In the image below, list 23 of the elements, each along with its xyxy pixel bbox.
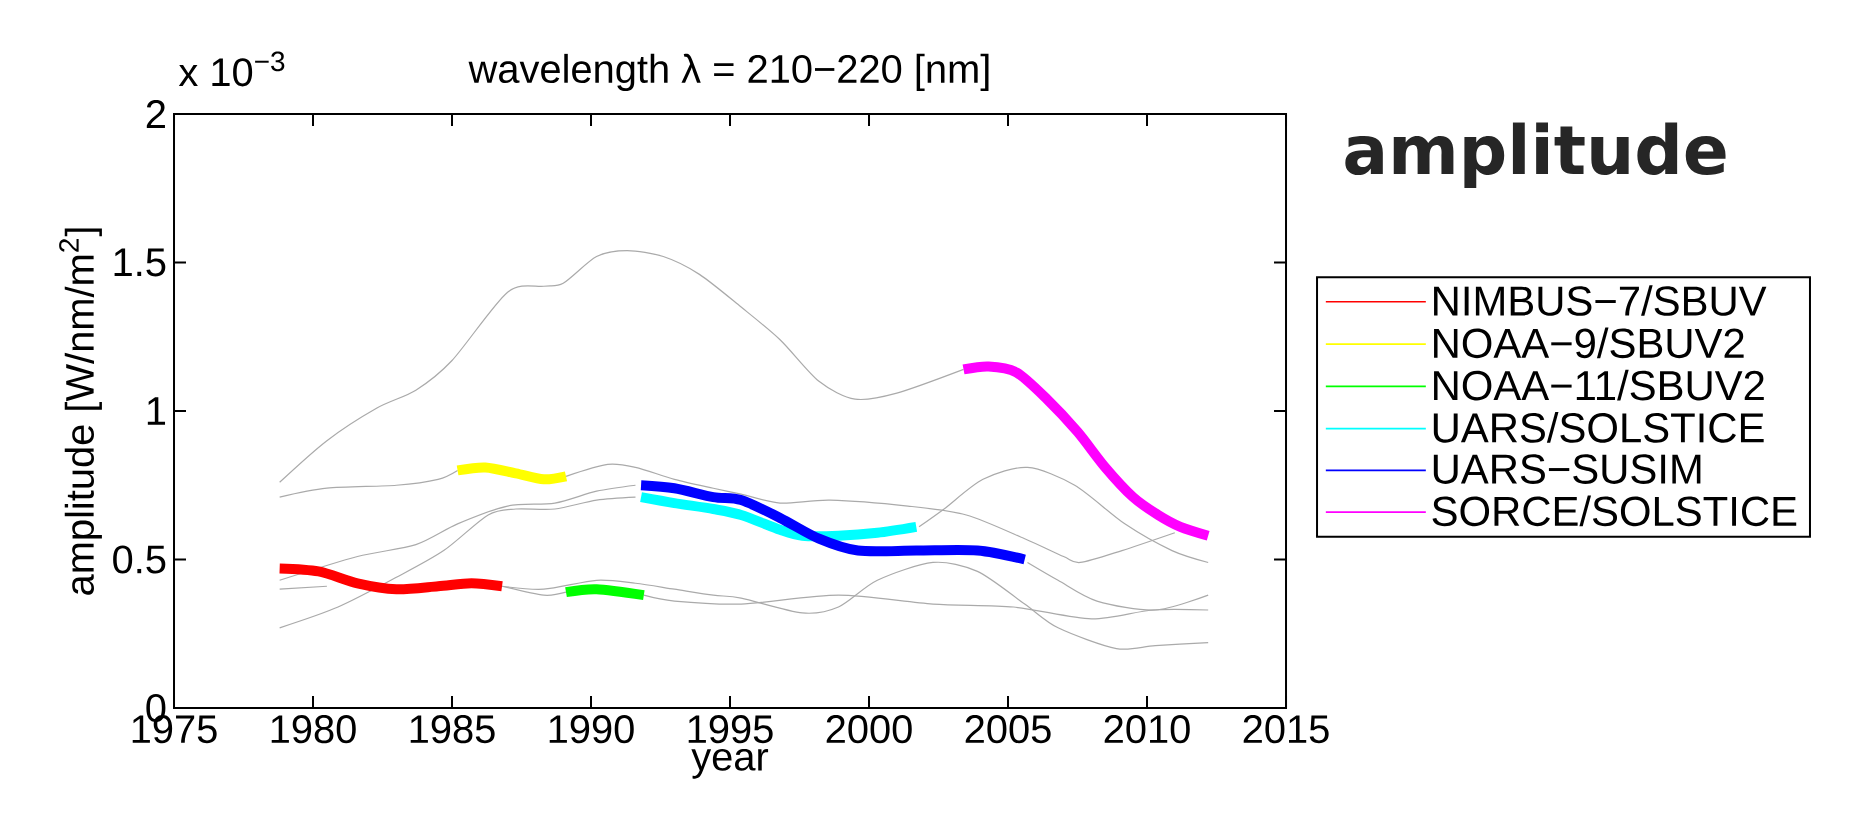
legend-label: UARS/SOLSTICE xyxy=(1433,411,1764,443)
legend-label: NOAA−11/SBUV2 xyxy=(1434,369,1764,401)
legend-label: NIMBUS−7/SBUV xyxy=(1434,285,1767,316)
y-tick-label: 2 xyxy=(146,100,165,128)
y-tick-label: 0.5 xyxy=(113,545,166,574)
chart-title: wavelength λ = 210−220 [nm] xyxy=(468,53,989,92)
y-axis-title: amplitude [W/nm/m$^{2}$] xyxy=(59,228,102,595)
legend-label: UARS−SUSIM xyxy=(1433,454,1701,484)
x-tick-label: 1985 xyxy=(410,715,495,744)
legend-label: SORCE/SOLSTICE xyxy=(1432,495,1797,527)
x-tick-label: 2015 xyxy=(1243,715,1329,744)
x-tick-label: 1980 xyxy=(271,715,356,744)
y-tick-label: 1.5 xyxy=(114,248,166,277)
x-tick-label: 1995 xyxy=(688,715,773,744)
text: x 10$^{−3}$ xyxy=(178,51,285,87)
x-tick-label: 2000 xyxy=(826,715,912,744)
x-tick-label: 2005 xyxy=(965,715,1051,744)
text: amplitude xyxy=(1345,122,1726,189)
x-axis-title: year xyxy=(691,748,769,779)
x-tick-label: 1990 xyxy=(549,715,634,744)
legend-label: NOAA−9/SBUV2 xyxy=(1434,327,1744,359)
x-tick-label: 2010 xyxy=(1104,715,1190,744)
y-tick-label: 1 xyxy=(147,397,166,425)
